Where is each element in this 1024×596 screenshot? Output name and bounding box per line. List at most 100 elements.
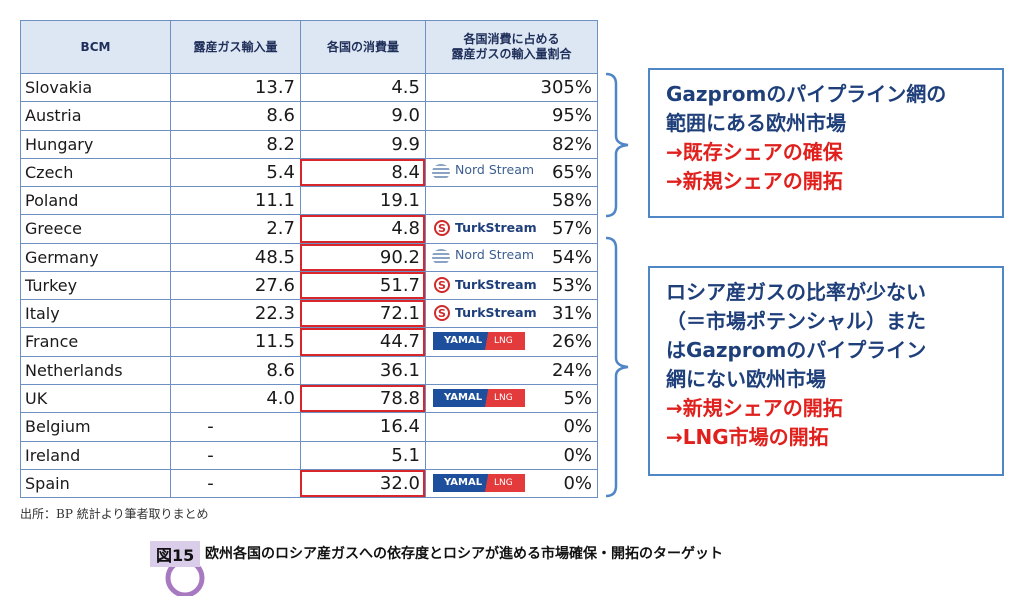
cell: 0% xyxy=(425,440,598,470)
logo-icon: S xyxy=(434,305,450,322)
point: →新規シェアの開拓 xyxy=(666,169,843,193)
cell: 13.7 xyxy=(170,73,301,103)
cell: 16.4 xyxy=(300,412,426,442)
cell: Netherlands xyxy=(20,355,171,385)
cell: - xyxy=(170,412,301,442)
line: はGazpromのパイプライン xyxy=(666,338,927,362)
highlight-box xyxy=(300,300,425,328)
line: ロシア産ガスの比率が少ない xyxy=(666,280,926,304)
cell: 11.1 xyxy=(170,186,301,216)
cell: 9.0 xyxy=(300,101,426,131)
cell: 9.9 xyxy=(300,129,426,159)
logo-text: YAMAL xyxy=(444,476,483,488)
cell: 0% xyxy=(425,468,598,499)
logo-text: LNG xyxy=(494,392,513,403)
cell: 2.7 xyxy=(170,214,301,244)
header-cell: 露産ガス輸入量 xyxy=(170,20,301,74)
cell: Greece xyxy=(20,214,171,244)
line: Gazpromのパイプライン網の xyxy=(666,82,947,106)
cell: Czech xyxy=(20,157,171,188)
cell: 305% xyxy=(425,73,598,103)
cell: Austria xyxy=(20,101,171,131)
cell: 22.3 xyxy=(170,299,301,329)
line: 範囲にある欧州市場 xyxy=(666,111,846,135)
highlight-box xyxy=(300,243,425,271)
brace xyxy=(605,72,629,218)
cell: Poland xyxy=(20,186,171,216)
cell: 95% xyxy=(425,101,598,131)
line: 網にない欧州市場 xyxy=(666,367,826,391)
highlight-box xyxy=(300,271,425,300)
logo-text: LNG xyxy=(494,336,513,347)
header-text: 露産ガス輸入量 xyxy=(193,39,278,54)
point: →LNG市場の開拓 xyxy=(666,425,829,449)
cell: Belgium xyxy=(20,412,171,442)
logo-bg xyxy=(433,473,525,492)
logo-text: YAMAL xyxy=(444,391,483,403)
cell: 36.1 xyxy=(300,355,426,385)
logo-icon: S xyxy=(434,220,450,237)
logo-text: Nord Stream xyxy=(455,161,535,177)
logo-bg xyxy=(433,332,525,351)
cell: 8.2 xyxy=(170,129,301,159)
cell: 19.1 xyxy=(300,186,426,216)
cell: 27.6 xyxy=(170,270,301,301)
cell: 24% xyxy=(425,355,598,385)
cell: 5.4 xyxy=(170,157,301,188)
logo-text: TurkStream xyxy=(455,305,537,321)
logo-text: YAMAL xyxy=(444,335,483,347)
brace xyxy=(605,236,629,498)
cell: 8.6 xyxy=(170,101,301,131)
cell: 82% xyxy=(425,129,598,159)
cell: Italy xyxy=(20,299,171,329)
point: →新規シェアの開拓 xyxy=(666,396,843,420)
cell: - xyxy=(170,440,301,470)
logo-text: TurkStream xyxy=(455,276,537,292)
cell: 0% xyxy=(425,412,598,442)
figure-title: 欧州各国のロシア産ガスへの依存度とロシアが進める市場確保・開拓のターゲット xyxy=(205,546,723,562)
callout-box: ロシア産ガスの比率が少ない （＝市場ポテンシャル）また はGazpromのパイプライ… xyxy=(648,266,1004,476)
cell: 48.5 xyxy=(170,242,301,272)
cell: Spain xyxy=(20,468,171,499)
cell: 5.1 xyxy=(300,440,426,470)
cell: France xyxy=(20,327,171,357)
logo-text: LNG xyxy=(494,477,513,488)
cell: 4.0 xyxy=(170,383,301,414)
cell: Ireland xyxy=(20,440,171,470)
point: →既存シェアの確保 xyxy=(666,140,843,164)
header-text: 露産ガスの輸入量割合 xyxy=(451,47,572,61)
highlight-box xyxy=(300,469,425,498)
logo-icon xyxy=(432,163,450,180)
figure-number: 図15 xyxy=(150,541,201,567)
line: （＝市場ポテンシャル）また xyxy=(666,309,926,333)
cell: 11.5 xyxy=(170,327,301,357)
cell: - xyxy=(170,468,301,499)
highlight-box xyxy=(300,158,425,187)
highlight-box xyxy=(300,328,425,356)
header-text: BCM xyxy=(80,39,111,54)
cell: 8.6 xyxy=(170,355,301,385)
header-text: 各国消費に占める xyxy=(463,32,560,46)
header-cell: 各国の消費量 xyxy=(300,20,426,74)
header-text: 各国の消費量 xyxy=(326,39,399,54)
logo-icon: S xyxy=(434,276,450,293)
cell: 58% xyxy=(425,186,598,216)
cell: Slovakia xyxy=(20,73,171,103)
cell: Turkey xyxy=(20,270,171,301)
cell: Germany xyxy=(20,242,171,272)
cell: 4.5 xyxy=(300,73,426,103)
logo-text: TurkStream xyxy=(455,220,537,236)
header-cell: BCM xyxy=(20,20,171,74)
highlight-box xyxy=(300,215,425,243)
callout-box: Gazpromのパイプライン網の 範囲にある欧州市場 →既存シェアの確保 →新規シェア… xyxy=(648,68,1004,218)
highlight-box xyxy=(300,384,425,413)
logo-bg xyxy=(433,388,525,407)
header-cell: 各国消費に占める 露産ガスの輸入量割合 xyxy=(425,20,598,74)
cell: Hungary xyxy=(20,129,171,159)
logo-icon xyxy=(432,248,450,265)
cell: UK xyxy=(20,383,171,414)
logo-text: Nord Stream xyxy=(455,246,535,262)
source: 出所：BP 統計より筆者取りまとめ xyxy=(20,507,209,521)
